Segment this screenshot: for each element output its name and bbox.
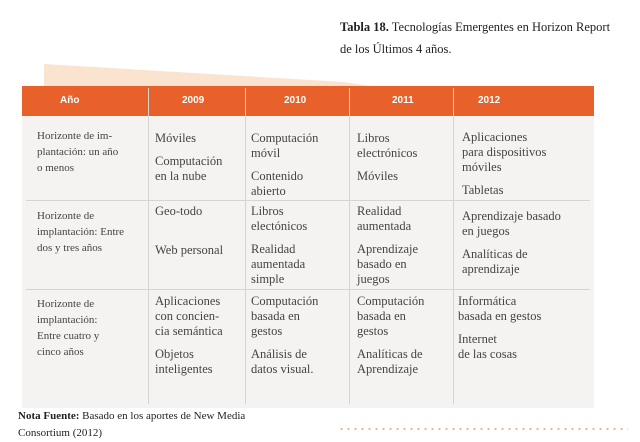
cell-entry: Computación basada en gestos <box>357 294 425 338</box>
column-divider <box>245 88 246 404</box>
header-2010: 2010 <box>284 95 307 106</box>
cell-entry: Internet de las cosas <box>458 332 518 361</box>
header-2011: 2011 <box>392 95 414 106</box>
caption-title-line1: Tecnologías Emergentes en Horizon Report <box>388 20 611 34</box>
cell-entry: Libros electrónicos <box>357 131 418 160</box>
table-cell: Computación basada en gestos Analíticas … <box>357 294 424 385</box>
table-cell: Geo-todo Web personal <box>155 204 223 266</box>
table-cell: Libros electrónicos Móviles <box>357 131 417 192</box>
cell-entry: Libros electónicos <box>251 204 308 233</box>
cell-entry: Computación en la nube <box>155 154 223 183</box>
note-text-line1: Basado en los aportes de New Media <box>79 410 246 422</box>
header-tab-decoration <box>44 64 384 88</box>
cell-entry: Analíticas de Aprendizaje <box>357 347 423 376</box>
note-label: Nota Fuente: <box>18 410 80 422</box>
column-divider <box>453 88 454 404</box>
cell-entry: Aprendizaje basado en juegos <box>357 242 419 286</box>
table-cell: Libros electónicos Realidad aumentada si… <box>251 204 307 295</box>
cell-entry: Aprendizaje basado en juegos <box>462 209 561 238</box>
cell-entry: Aplicaciones con concien- cia semántica <box>155 294 223 338</box>
table-caption: Tabla 18. Tecnologías Emergentes en Hori… <box>340 16 635 60</box>
table-cell: Computación móvil Contenido abierto <box>251 131 318 207</box>
cell-entry: Contenido abierto <box>251 169 304 198</box>
cell-entry: Geo-todo <box>155 204 203 218</box>
cell-entry: Informática basada en gestos <box>458 294 542 323</box>
cell-entry: Móviles <box>357 169 398 183</box>
table-cell: Móviles Computación en la nube <box>155 131 222 192</box>
caption-title-line2: de los Últimos 4 años. <box>340 42 452 56</box>
table-cell: Informática basada en gestos Internet de… <box>458 294 541 370</box>
cell-entry: Objetos inteligentes <box>155 347 213 376</box>
cell-entry: Realidad aumentada simple <box>251 242 306 286</box>
caption-label: Tabla 18. <box>340 20 389 34</box>
table-header-row: Año 2009 2010 2011 2012 <box>22 86 594 116</box>
table-card <box>22 86 594 408</box>
row-label-mid-term: Horizonte de implantación: Entre dos y t… <box>37 210 125 254</box>
row-divider <box>26 289 590 290</box>
cell-entry: Computación móvil <box>251 131 319 160</box>
header-2012: 2012 <box>478 95 501 106</box>
column-divider <box>148 88 149 404</box>
header-year: Año <box>60 95 80 106</box>
cell-entry: Móviles <box>155 131 196 145</box>
note-text-line2: Consortium (2012) <box>18 427 103 439</box>
table-cell: Aplicaciones con concien- cia semántica … <box>155 294 223 385</box>
row-divider <box>26 200 590 201</box>
cell-entry: Tabletas <box>462 183 504 197</box>
table-cell: Aplicaciones para dispositivos móviles T… <box>462 130 546 206</box>
table-cell: Computación basada en gestos Análisis de… <box>251 294 318 385</box>
row-label-short-term: Horizonte de im- plantación: un año o me… <box>37 130 119 174</box>
table-cell: Realidad aumentada Aprendizaje basado en… <box>357 204 418 295</box>
cell-entry: Realidad aumentada <box>357 204 412 233</box>
header-2009: 2009 <box>182 95 205 106</box>
cell-entry: Computación basada en gestos <box>251 294 319 338</box>
table-cell: Aprendizaje basado en juegos Analíticas … <box>462 209 561 285</box>
cell-entry: Web personal <box>155 243 224 257</box>
dotted-divider <box>338 428 628 430</box>
column-divider <box>349 88 350 404</box>
source-note: Nota Fuente: Basado en los aportes de Ne… <box>18 408 245 442</box>
cell-entry: Aplicaciones para dispositivos móviles <box>462 130 547 174</box>
cell-entry: Analíticas de aprendizaje <box>462 247 528 276</box>
row-label-long-term: Horizonte de implantación: Entre cuatro … <box>37 298 100 358</box>
cell-entry: Análisis de datos visual. <box>251 347 314 376</box>
